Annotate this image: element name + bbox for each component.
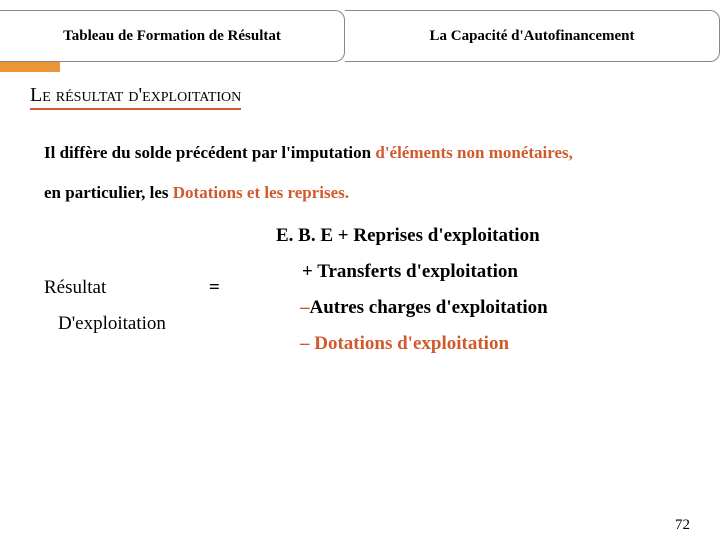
r4-text: Dotations d'exploitation bbox=[314, 333, 509, 354]
formula-r3: –Autres charges d'exploitation bbox=[300, 297, 710, 319]
r3-minus: – bbox=[300, 297, 310, 318]
page-number: 72 bbox=[675, 517, 690, 534]
p2b: Dotations et les reprises. bbox=[173, 183, 349, 202]
p1b: d'éléments non monétaires, bbox=[375, 143, 573, 162]
header-right-tab: La Capacité d'Autofinancement bbox=[345, 10, 720, 62]
paragraph-2: en particulier, les Dotations et les rep… bbox=[44, 180, 680, 206]
paragraph-1: Il diffère du solde précédent par l'impu… bbox=[44, 140, 680, 166]
formula-r1: E. B. E + Reprises d'exploitation bbox=[276, 225, 710, 247]
body-text: Il diffère du solde précédent par l'impu… bbox=[44, 140, 680, 205]
header-row: Tableau de Formation de Résultat La Capa… bbox=[0, 10, 720, 62]
formula-r4: – Dotations d'exploitation bbox=[300, 333, 710, 355]
r3-text: Autres charges d'exploitation bbox=[310, 297, 548, 318]
formula: Résultat D'exploitation = E. B. E + Repr… bbox=[44, 225, 710, 355]
p1a: Il diffère du solde précédent par l'impu… bbox=[44, 143, 375, 162]
formula-equals: = bbox=[209, 277, 220, 299]
r4-minus: – bbox=[300, 333, 314, 354]
formula-r2: + Transferts d'exploitation bbox=[302, 261, 710, 283]
p2a: en particulier, les bbox=[44, 183, 173, 202]
formula-left: Résultat D'exploitation bbox=[44, 277, 166, 335]
formula-right: E. B. E + Reprises d'exploitation + Tran… bbox=[276, 225, 710, 355]
section-title: Le résultat d'exploitation bbox=[30, 84, 241, 110]
formula-left-2: D'exploitation bbox=[58, 313, 166, 335]
formula-left-1: Résultat bbox=[44, 277, 166, 299]
header-left-tab: Tableau de Formation de Résultat bbox=[0, 10, 345, 62]
